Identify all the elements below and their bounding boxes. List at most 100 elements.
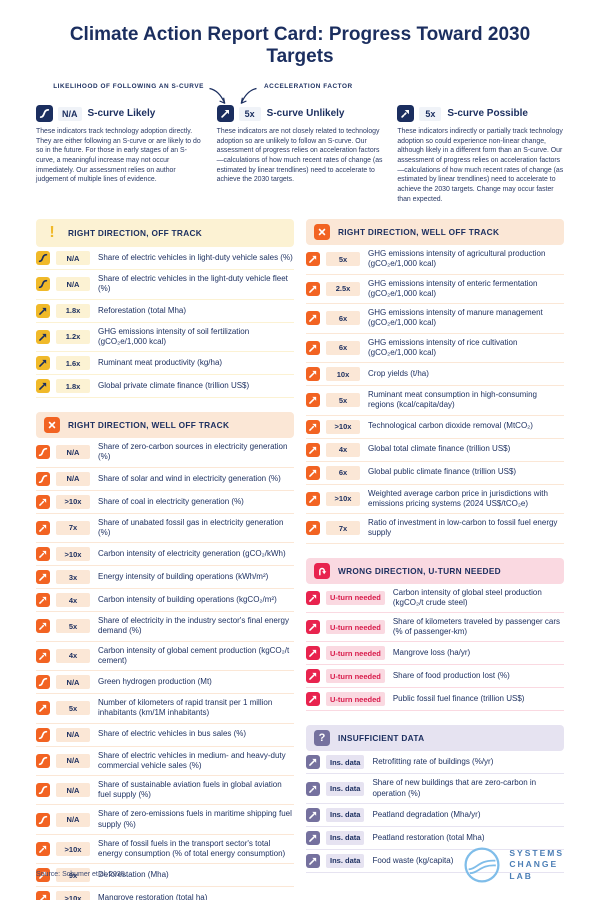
s-curve-icon (36, 783, 50, 798)
acceleration-badge: >10x (326, 419, 360, 434)
legend-item-s-curve-likely: N/A S-curve Likely These indicators trac… (36, 105, 203, 204)
indicator-label: GHG emissions intensity of enteric ferme… (368, 278, 538, 298)
exclamation-icon: ! (49, 224, 55, 242)
indicator-label: GHG emissions intensity of agricultural … (368, 249, 546, 269)
indicator-label: Mangrove loss (ha/yr) (392, 648, 471, 658)
acceleration-badge: 5x (56, 619, 90, 634)
indicator-row: 1.8x Global private climate finance (tril… (36, 375, 294, 399)
acceleration-badge: N/A (56, 753, 90, 768)
indicator-row: >10x Mangrove restoration (total ha) (36, 887, 294, 900)
dashed-arrow-icon (36, 520, 50, 535)
indicator-label: GHG emissions intensity of manure manage… (368, 308, 543, 328)
section-right-direction-off-track: ! RIGHT DIRECTION, OFF TRACK N/A Share of e… (36, 219, 294, 399)
acceleration-badge: 9x (56, 868, 90, 883)
indicator-row: Ins. data Peatland restoration (total Mha… (306, 827, 564, 850)
indicator-row: 6x GHG emissions intensity of manure mana… (306, 304, 564, 334)
acceleration-badge: 1.8x (56, 303, 90, 318)
s-curve-icon (36, 445, 50, 460)
indicator-label: Technological carbon dioxide removal (Mt… (368, 421, 533, 431)
acceleration-badge: Ins. data (326, 781, 365, 796)
arrow-icon (306, 367, 320, 382)
indicator-label: Carbon intensity of building operations … (98, 595, 277, 604)
trend-arrow-icon (216, 105, 234, 122)
s-curve-icon (36, 251, 50, 266)
indicator-row: 5x Ruminant meat consumption in high-cons… (306, 386, 564, 416)
indicator-list: U-turn needed Carbon intensity of global … (306, 584, 564, 712)
arrow-icon (306, 465, 320, 480)
legend: LIKELIHOOD OF FOLLOWING AN S-CURVE ACCEL… (36, 82, 564, 204)
acceleration-badge: 1.2x (56, 329, 90, 344)
acceleration-badge: U-turn needed (326, 669, 385, 684)
indicator-label: Ruminant meat productivity (kg/ha) (98, 358, 223, 368)
acceleration-badge: Ins. data (326, 830, 365, 845)
acceleration-badge: N/A (56, 727, 90, 742)
acceleration-badge: >10x (56, 494, 90, 509)
acceleration-badge: 3x (56, 570, 90, 585)
acceleration-badge: Ins. data (326, 853, 365, 868)
indicator-row: N/A Green hydrogen production (Mt) (36, 671, 294, 695)
indicator-list: Ins. data Retrofitting rate of buildings … (306, 751, 564, 873)
indicator-list: N/A Share of zero-carbon sources in elect… (36, 438, 294, 900)
indicator-row: N/A Share of electric vehicles in medium-… (36, 747, 294, 776)
arrow-icon (306, 755, 320, 770)
section-insufficient-data: ? INSUFFICIENT DATA Ins. data Retrofitting … (306, 725, 564, 873)
likelihood-annotation: LIKELIHOOD OF FOLLOWING AN S-CURVE (53, 83, 204, 90)
indicator-label: Share of kilometers traveled by passenge… (392, 617, 561, 637)
indicator-label: Retrofitting rate of buildings (%/yr) (372, 757, 494, 767)
section-header: ! RIGHT DIRECTION, OFF TRACK (36, 219, 294, 248)
indicator-row: N/A Share of solar and wind in electricit… (36, 468, 294, 491)
arrow-icon (36, 303, 50, 318)
x-icon (314, 224, 330, 241)
indicator-label: Share of zero-emissions fuels in maritim… (98, 809, 292, 829)
indicator-row: 3x Energy intensity of building operation… (36, 566, 294, 590)
indicator-row: U-turn needed Mangrove loss (ha/yr) (306, 642, 564, 666)
s-curve-icon (36, 727, 50, 742)
legend-item-description: These indicators are not closely related… (216, 128, 383, 184)
arrow-icon (306, 393, 320, 408)
acceleration-badge: N/A (56, 783, 90, 798)
arrow-icon (36, 701, 50, 716)
indicator-label: Share of electric vehicles in medium- an… (98, 750, 286, 770)
indicator-row: >10x Share of fossil fuels in the transpo… (36, 835, 294, 865)
section-wrong-direction-u-turn-needed: WRONG DIRECTION, U-TURN NEEDED U-turn nee… (306, 557, 564, 712)
legend-item-head: 5x S-curve Possible (397, 105, 564, 122)
indicator-label: Reforestation (total Mha) (98, 305, 187, 315)
indicator-row: 1.8x Reforestation (total Mha) (36, 300, 294, 323)
arrow-icon (36, 329, 50, 344)
section-right-direction-well-off-track-right: RIGHT DIRECTION, WELL OFF TRACK 5x GHG emi… (306, 219, 564, 544)
indicator-label: Carbon intensity of electricity generati… (98, 549, 286, 558)
acceleration-badge: 5x (419, 106, 442, 121)
indicator-row: 6x GHG emissions intensity of rice cultiv… (306, 334, 564, 364)
acceleration-badge: 6x (326, 465, 360, 480)
indicator-row: Ins. data Retrofitting rate of buildings … (306, 751, 564, 775)
section-title: RIGHT DIRECTION, WELL OFF TRACK (338, 227, 500, 238)
indicator-row: >10x Technological carbon dioxide removal… (306, 416, 564, 439)
indicator-label: Share of fossil fuels in the transport s… (98, 838, 286, 859)
indicator-label: Carbon intensity of global cement produc… (98, 645, 290, 665)
acceleration-badge: 6x (326, 311, 360, 326)
section-header: ? INSUFFICIENT DATA (306, 725, 564, 752)
indicator-row: Ins. data Peatland degradation (Mha/yr) (306, 804, 564, 827)
indicator-label: Peatland restoration (total Mha) (372, 832, 485, 842)
indicator-row: Ins. data Share of new buildings that are… (306, 774, 564, 804)
acceleration-badge: N/A (56, 675, 90, 690)
indicator-label: Share of zero-carbon sources in electric… (98, 442, 288, 462)
acceleration-badge: Ins. data (326, 755, 365, 770)
dashed-arrow-icon (306, 781, 320, 796)
acceleration-badge: 5x (326, 393, 360, 408)
page-title: Climate Action Report Card: Progress Tow… (69, 24, 531, 67)
acceleration-badge: 4x (56, 648, 90, 663)
indicator-row: N/A Share of electric vehicles in bus sal… (36, 724, 294, 747)
indicator-label: Global total climate finance (trillion U… (368, 444, 511, 454)
acceleration-badge: N/A (56, 251, 90, 266)
acceleration-badge: N/A (56, 812, 90, 827)
question-icon: ? (314, 730, 330, 747)
column-right: RIGHT DIRECTION, WELL OFF TRACK 5x GHG emi… (306, 219, 564, 900)
dashed-arrow-icon (306, 590, 320, 605)
arrow-icon (36, 868, 50, 883)
acceleration-badge: N/A (56, 445, 90, 460)
indicator-label: Energy intensity of building operations … (98, 572, 269, 581)
arrow-icon (306, 491, 320, 506)
indicator-row: N/A Share of electric vehicles in light-d… (36, 247, 294, 271)
